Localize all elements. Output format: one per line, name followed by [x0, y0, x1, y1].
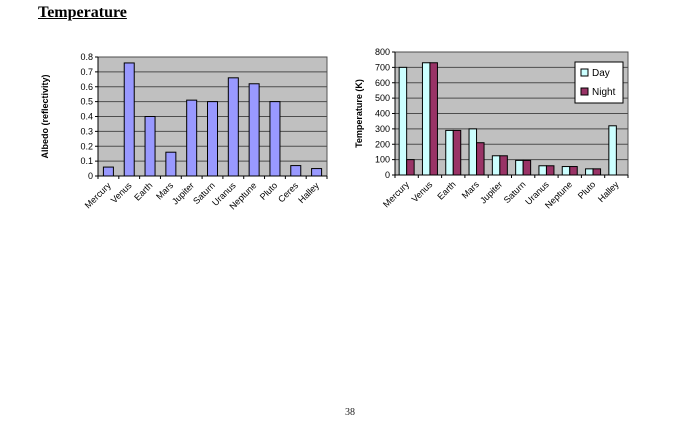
legend-swatch-night	[580, 87, 589, 96]
legend-box	[574, 61, 624, 104]
page-title: Temperature	[38, 4, 127, 21]
bar-mercury	[102, 166, 114, 177]
bar-jupiter	[186, 99, 198, 177]
bar-halley	[311, 168, 323, 177]
bar-saturn	[207, 101, 218, 177]
y-tick-label: 0.6	[80, 82, 93, 92]
bar-pluto	[269, 101, 281, 177]
bar-venus-night	[429, 62, 438, 176]
x-category-label: Earth	[435, 179, 457, 201]
x-category-label: Pluto	[576, 179, 598, 201]
bar-mars-night	[476, 142, 485, 176]
bar-mars	[165, 151, 177, 177]
x-category-label: Earth	[132, 180, 154, 202]
bar-saturn-day	[515, 159, 524, 176]
legend-swatch-day	[580, 68, 589, 77]
bar-ceres	[290, 165, 302, 177]
y-tick-label: 100	[375, 155, 390, 165]
y-tick-label: 0.1	[80, 156, 93, 166]
y-tick-label: 0.3	[80, 126, 93, 136]
temperature-chart: 0 100 200 300 400 500 600 700 800 Temperature (K)…	[350, 40, 655, 240]
bars	[102, 62, 323, 177]
x-category-label: Jupiter	[170, 180, 196, 206]
bar-neptune-night	[569, 166, 578, 176]
y-tick-label: 300	[375, 124, 390, 134]
bar-mars-day	[468, 128, 478, 176]
x-category-label: Ceres	[276, 180, 300, 204]
y-tick-label: 700	[375, 62, 390, 72]
bar-earth-day	[445, 129, 454, 176]
bar-earth	[144, 116, 156, 177]
y-tick-label: 0.5	[80, 97, 93, 107]
bar-neptune	[248, 83, 260, 177]
y-tick-label: 500	[375, 93, 390, 103]
y-tick-label: 0	[88, 171, 93, 181]
bar-pluto-night	[592, 168, 602, 176]
bar-uranus	[227, 77, 239, 177]
bar-halley-day	[608, 125, 617, 176]
bar-venus-day	[421, 62, 431, 176]
x-category-label: Venus	[410, 179, 435, 204]
y-tick-label: 400	[375, 109, 390, 119]
bar-uranus-night	[545, 165, 555, 176]
bar-uranus-day	[538, 165, 547, 176]
y-axis-title: Albedo (reflectivity)	[40, 74, 50, 158]
bar-pluto-day	[585, 168, 594, 176]
y-tick-label: 0.2	[80, 141, 93, 151]
x-category-label: Mercury	[83, 180, 113, 210]
bar-earth-night	[452, 129, 462, 176]
x-category-label: Venus	[109, 180, 134, 205]
bar-mercury-day	[398, 66, 408, 176]
legend-label-day: Day	[592, 68, 610, 79]
y-tick-label: 0.8	[80, 52, 93, 62]
x-category-label: Mercury	[381, 179, 411, 209]
x-category-label: Halley	[296, 180, 321, 205]
y-axis-title: Temperature (K)	[354, 79, 364, 148]
bar-neptune-day	[561, 166, 571, 176]
x-category-label: Jupiter	[478, 179, 504, 205]
y-tick-label: 200	[375, 139, 390, 149]
bar-venus	[123, 62, 135, 177]
y-axis: 0 0.1 0.2 0.3 0.4 0.5 0.6 0.7 0.8	[80, 52, 98, 181]
bar-saturn-night	[522, 159, 532, 176]
legend: Day Night	[574, 61, 624, 104]
page-number: 38	[345, 407, 355, 418]
bar-jupiter-night	[499, 155, 508, 176]
bar-mercury-night	[406, 159, 415, 176]
bar-jupiter-day	[491, 155, 501, 176]
chart-canvas: 0 0.1 0.2 0.3 0.4 0.5 0.6 0.7 0.8 Albedo (reflect…	[40, 52, 328, 211]
y-tick-label: 0.7	[80, 67, 93, 77]
y-axis: 0 100 200 300 400 500 600 700 800	[375, 47, 395, 180]
albedo-chart: 0 0.1 0.2 0.3 0.4 0.5 0.6 0.7 0.8 Albedo (reflect…	[38, 45, 338, 240]
legend-label-night: Night	[592, 87, 616, 98]
y-tick-label: 0.4	[80, 112, 93, 122]
x-category-label: Halley	[596, 179, 621, 204]
chart-canvas: 0 100 200 300 400 500 600 700 800 Temperature (K)…	[354, 47, 629, 210]
y-tick-label: 800	[375, 47, 390, 57]
y-tick-label: 0	[385, 170, 390, 180]
bars	[398, 62, 617, 176]
y-tick-label: 600	[375, 78, 390, 88]
